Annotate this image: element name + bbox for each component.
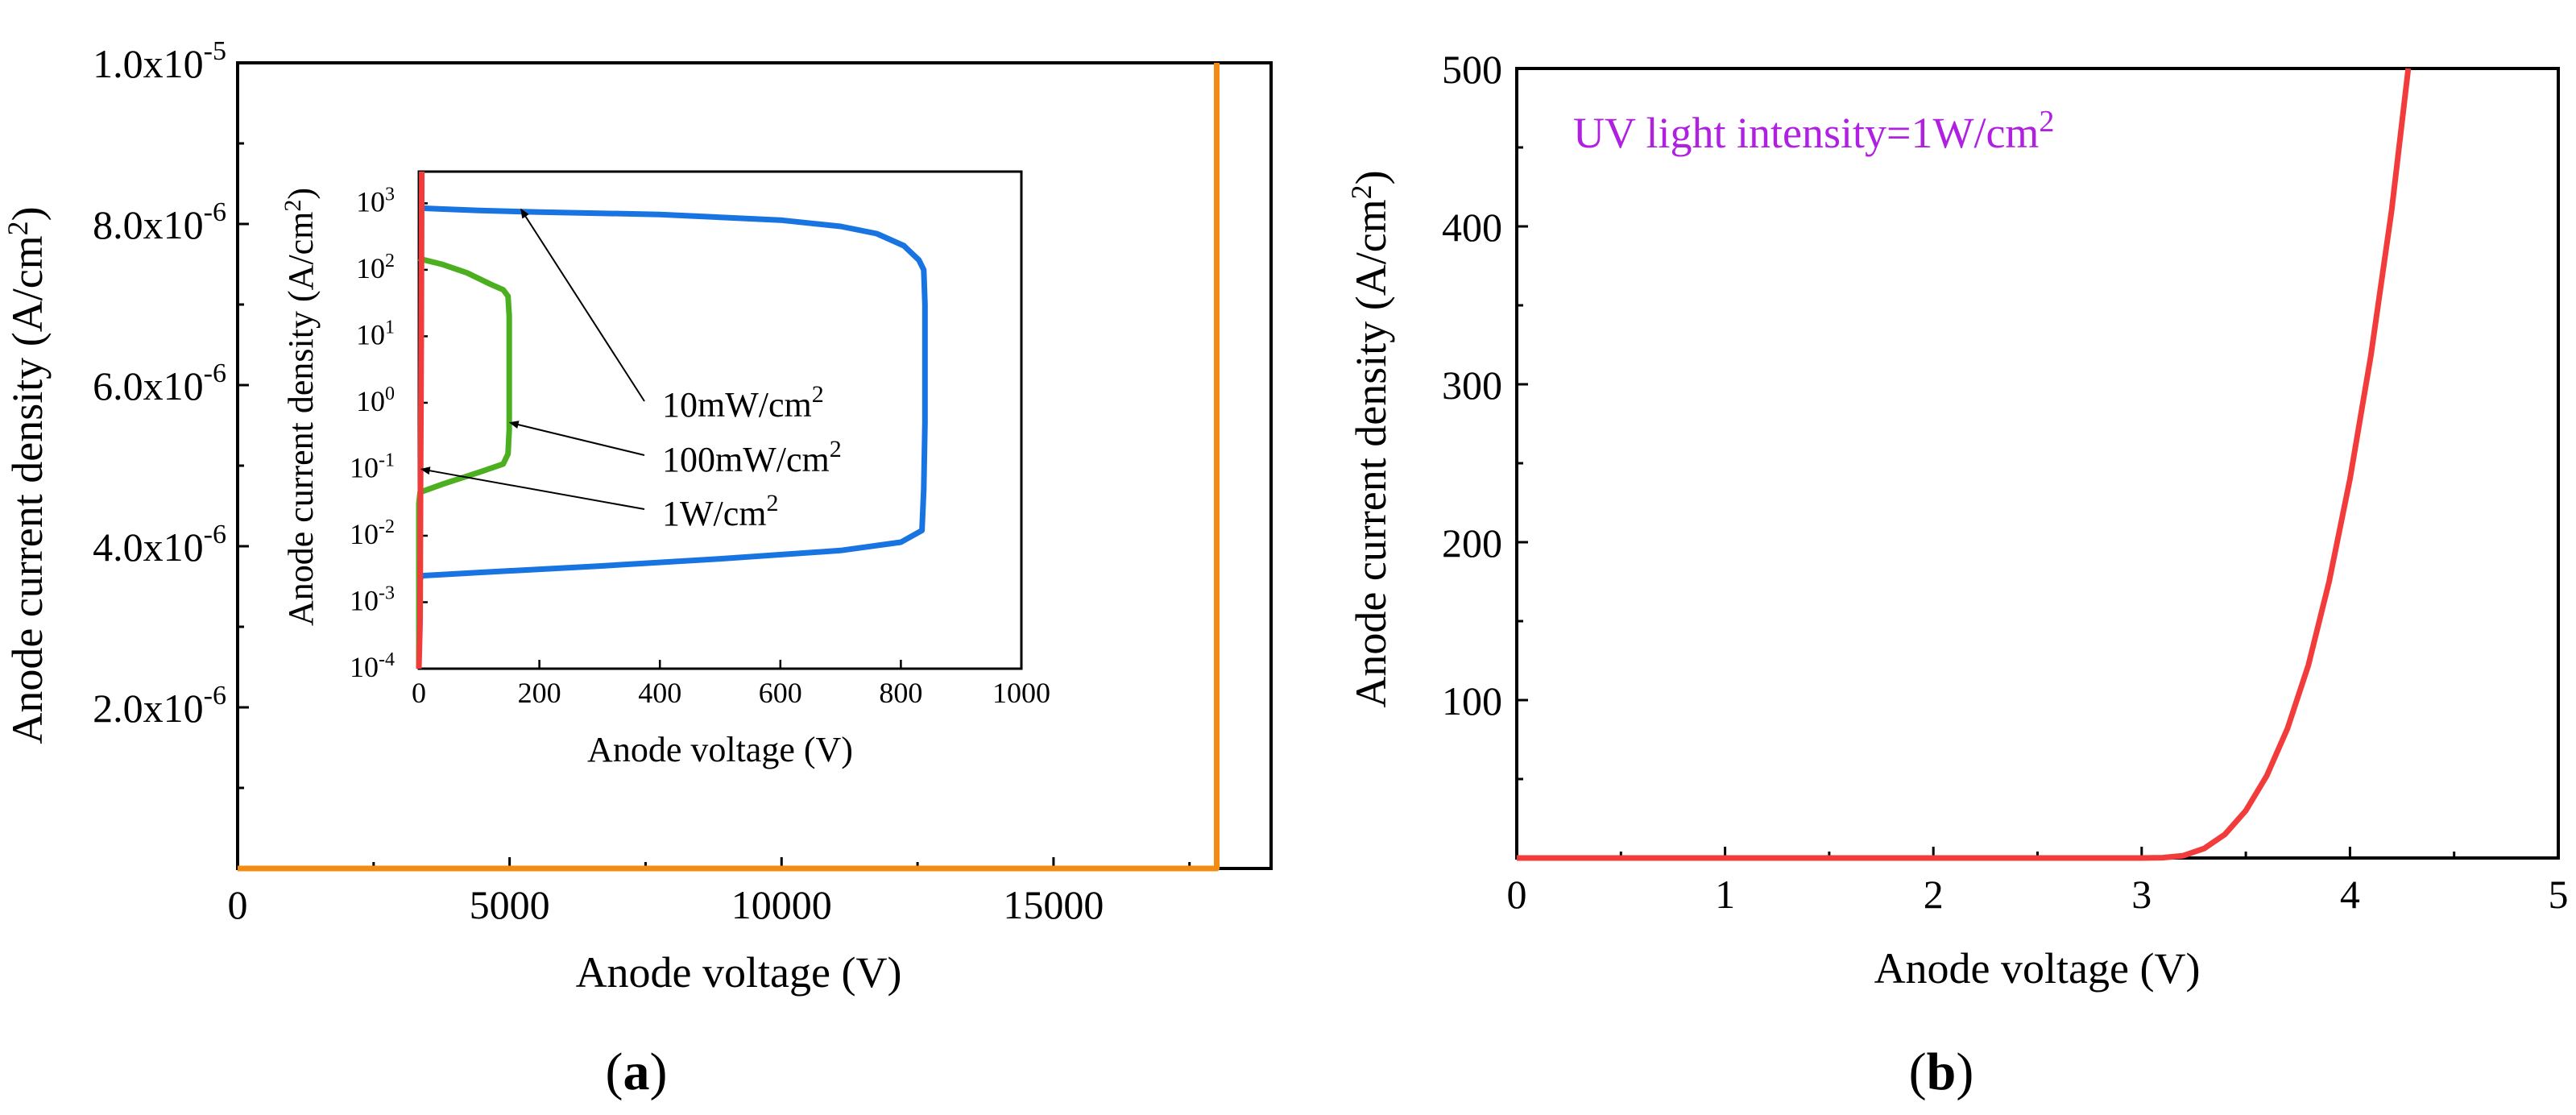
panel-a-y-ticks: 2.0x10-6 4.0x10-6 6.0x10-6 8.0x10-6 1.0x10-5 bbox=[93, 36, 249, 790]
inset-background bbox=[419, 172, 1021, 669]
y-tick-label: 500 bbox=[1442, 47, 1502, 92]
panel-a-inset-chart: 0 200 400 600 800 1000 10-4 10-3 10-2 10-1 100 101… bbox=[280, 170, 1050, 769]
panel-a-y-axis-label: Anode current density (A/cm2) bbox=[2, 206, 52, 744]
inset-y-tick-label: 10-1 bbox=[350, 450, 395, 483]
x-tick-label: 4 bbox=[2340, 872, 2360, 917]
inset-y-tick-label: 100 bbox=[356, 383, 395, 417]
y-tick-label: 1.0x10-5 bbox=[93, 36, 226, 86]
x-tick-label: 0 bbox=[1507, 872, 1527, 917]
inset-series-line-1 bbox=[416, 255, 512, 669]
inset-y-tick-label: 101 bbox=[356, 317, 395, 350]
panel-a-main-chart: 0 5000 10000 15000 2.0x10-64.0x10-66.0x10-6… bbox=[2, 36, 1273, 1101]
panel-b-x-ticks: 0 1 2 3 4 5 bbox=[1507, 847, 2569, 917]
inset-y-ticks: 10-4 10-3 10-2 10-1 100 101 102 103 bbox=[350, 184, 428, 683]
y-tick-label: 300 bbox=[1442, 363, 1502, 408]
x-tick-label: 3 bbox=[2131, 872, 2151, 917]
inset-annotation-label-1: 100mW/cm2 bbox=[662, 436, 842, 479]
inset-annotations: 10mW/cm2 100mW/cm2 1W/cm2 bbox=[420, 208, 842, 533]
x-tick-label: 2 bbox=[1924, 872, 1944, 917]
x-tick-label: 15000 bbox=[1003, 882, 1104, 927]
panel-b-series bbox=[1517, 68, 2412, 861]
panel-b-x-axis-label: Anode voltage (V) bbox=[1874, 944, 2201, 993]
panel-a-x-ticks: 0 5000 10000 15000 bbox=[228, 857, 1191, 927]
x-tick-label: 10000 bbox=[731, 882, 832, 927]
inset-x-tick-label: 200 bbox=[518, 677, 561, 709]
inset-annotation-arrow-2 bbox=[420, 466, 645, 510]
panel-b-y-axis-label: Anode current density (A/cm2) bbox=[1345, 170, 1395, 707]
y-tick-label: 6.0x10-6 bbox=[93, 359, 226, 408]
panel-b-label: (b) bbox=[1909, 1042, 1974, 1101]
inset-annotation-label-2: 1W/cm2 bbox=[662, 490, 779, 533]
y-tick-label: 8.0x10-6 bbox=[93, 197, 226, 247]
inset-annotation-arrow-0 bbox=[520, 208, 645, 402]
panel-a-series-line-0 bbox=[238, 63, 1220, 872]
inset-x-tick-label: 0 bbox=[412, 677, 426, 709]
inset-x-tick-label: 800 bbox=[879, 677, 922, 709]
panel-a-label: (a) bbox=[606, 1042, 668, 1101]
y-tick-label: 2.0x10-6 bbox=[93, 681, 226, 731]
y-tick-label: 4.0x10-6 bbox=[93, 520, 226, 570]
x-tick-label: 5000 bbox=[470, 882, 550, 927]
inset-y-axis-label: Anode current density (A/cm2) bbox=[280, 188, 321, 626]
panel-b-annotation: UV light intensity=1W/cm2 bbox=[1573, 105, 2054, 157]
x-tick-label: 1 bbox=[1715, 872, 1735, 917]
x-tick-label: 5 bbox=[2549, 872, 2569, 917]
inset-y-tick-label: 10-3 bbox=[350, 582, 395, 616]
inset-x-tick-label: 600 bbox=[759, 677, 802, 709]
inset-y-tick-label: 10-2 bbox=[350, 516, 395, 550]
inset-y-tick-label: 102 bbox=[356, 251, 395, 284]
panel-a-series bbox=[238, 63, 1220, 872]
panel-b-series-line-0 bbox=[1517, 68, 2412, 861]
inset-y-tick-label: 10-4 bbox=[350, 649, 395, 683]
inset-x-tick-label: 400 bbox=[638, 677, 681, 709]
inset-annotation-label-0: 10mW/cm2 bbox=[662, 381, 824, 425]
panel-b-plot-frame bbox=[1515, 67, 2560, 860]
y-tick-label: 400 bbox=[1442, 205, 1502, 250]
inset-series-line-2 bbox=[416, 171, 425, 669]
inset-annotation-arrow-1 bbox=[508, 421, 645, 456]
inset-series bbox=[416, 171, 928, 669]
panel-b-y-ticks: 100 200 300 400 500 bbox=[1442, 47, 1528, 781]
inset-y-tick-label: 103 bbox=[356, 184, 395, 218]
y-tick-label: 200 bbox=[1442, 520, 1502, 566]
y-tick-label: 100 bbox=[1442, 678, 1502, 723]
inset-x-tick-label: 1000 bbox=[992, 677, 1050, 709]
x-tick-label: 0 bbox=[228, 882, 248, 927]
panel-a-x-axis-label: Anode voltage (V) bbox=[576, 948, 902, 997]
inset-x-axis-label: Anode voltage (V) bbox=[587, 730, 853, 769]
inset-series-line-0 bbox=[416, 205, 928, 669]
inset-x-ticks: 0 200 400 600 800 1000 bbox=[412, 660, 1050, 709]
panel-b-chart: 0 1 2 3 4 5 100 200 300 400 500 UV light intensit… bbox=[1345, 47, 2569, 1101]
